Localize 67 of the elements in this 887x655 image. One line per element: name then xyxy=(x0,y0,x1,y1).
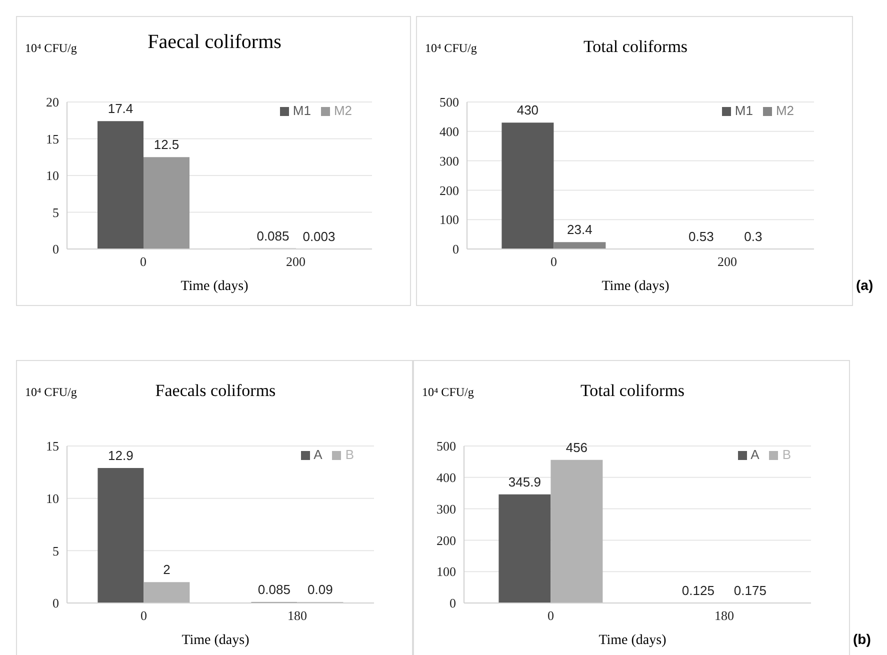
legend-label: M2 xyxy=(776,103,794,118)
legend-label: B xyxy=(782,447,791,462)
chart-title: Total coliforms xyxy=(583,37,688,56)
y-tick-label: 10 xyxy=(46,168,59,184)
y-axis-title: 10⁴ CFU/g xyxy=(25,385,77,400)
y-tick-label: 0 xyxy=(450,596,456,611)
legend-label: M2 xyxy=(334,103,352,118)
data-label: 0.53 xyxy=(688,228,714,244)
text: (a) xyxy=(856,277,874,293)
y-axis-title: 10⁴ CFU/g xyxy=(425,41,477,56)
data-label: 0.3 xyxy=(744,228,762,244)
chart-title: Faecal coliforms xyxy=(148,31,282,53)
data-label: 2 xyxy=(163,562,170,578)
data-label: 23.4 xyxy=(567,222,592,238)
x-tick-label: 180 xyxy=(714,608,734,624)
x-tick-label: 0 xyxy=(550,254,557,270)
data-label: 0.125 xyxy=(682,582,714,598)
y-tick-label: 0 xyxy=(52,596,59,611)
x-tick-label: 180 xyxy=(288,608,307,624)
y-tick-label: 500 xyxy=(436,438,456,454)
data-label: 456 xyxy=(566,440,588,455)
y-tick-label: 300 xyxy=(440,153,459,168)
y-tick-label: 400 xyxy=(440,124,459,140)
y-tick-label: 200 xyxy=(436,532,456,548)
x-tick-label: 200 xyxy=(718,254,737,270)
legend-label: A xyxy=(314,447,322,462)
data-label: 12.5 xyxy=(154,137,180,152)
y-tick-label: 500 xyxy=(440,94,459,110)
y-tick-label: 200 xyxy=(440,182,459,198)
x-axis-title: Time (days) xyxy=(600,279,670,295)
data-label: 0.085 xyxy=(258,582,290,598)
y-tick-label: 15 xyxy=(46,131,59,146)
legend-label: M1 xyxy=(292,103,311,118)
data-label: 12.9 xyxy=(108,448,134,463)
y-tick-label: 5 xyxy=(52,543,59,558)
text: (b) xyxy=(853,631,871,647)
y-tick-label: 300 xyxy=(436,501,456,516)
data-label: 17.4 xyxy=(108,101,134,116)
y-axis-title: 10⁴ CFU/g xyxy=(25,41,77,56)
chart-title: Faecals coliforms xyxy=(155,381,276,400)
legend-label: A xyxy=(750,447,760,462)
x-tick-label: 0 xyxy=(548,608,554,624)
x-axis-title: Time (days) xyxy=(598,633,668,649)
y-tick-label: 100 xyxy=(440,212,459,228)
y-tick-label: 15 xyxy=(46,438,59,454)
x-tick-label: 0 xyxy=(140,608,147,624)
y-tick-label: 0 xyxy=(52,242,59,257)
y-tick-label: 0 xyxy=(452,242,459,257)
data-label: 430 xyxy=(516,102,539,118)
legend-label: B xyxy=(345,447,354,462)
chart-title: Total coliforms xyxy=(580,381,685,400)
y-tick-label: 100 xyxy=(436,564,456,580)
x-axis-title: Time (days) xyxy=(180,279,250,295)
y-axis-title: 10⁴ CFU/g xyxy=(422,385,474,400)
data-label: 345.9 xyxy=(508,474,541,490)
data-label: 0.09 xyxy=(308,582,333,598)
data-label: 0.175 xyxy=(734,582,766,598)
y-tick-label: 400 xyxy=(436,470,456,486)
legend-label: M1 xyxy=(734,103,753,118)
y-tick-label: 5 xyxy=(52,204,59,220)
data-label: 0.003 xyxy=(302,228,336,244)
x-tick-label: 0 xyxy=(140,254,146,270)
data-label: 0.085 xyxy=(256,228,290,244)
y-tick-label: 20 xyxy=(46,94,59,110)
y-tick-label: 10 xyxy=(46,490,59,506)
x-tick-label: 200 xyxy=(286,254,306,270)
x-axis-title: Time (days) xyxy=(180,633,250,649)
